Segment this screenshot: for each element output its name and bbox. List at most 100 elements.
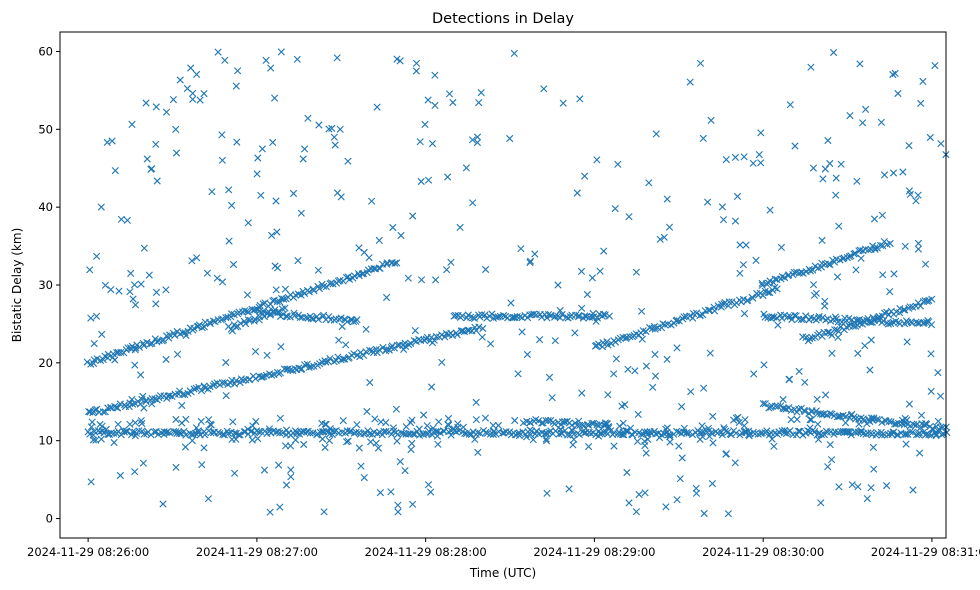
detection-point xyxy=(339,417,347,425)
detection-point xyxy=(274,308,282,316)
detection-point xyxy=(708,480,716,488)
detection-point xyxy=(192,424,200,432)
detection-point xyxy=(258,145,266,153)
detection-point xyxy=(683,429,691,437)
detection-point xyxy=(741,416,749,424)
detection-point xyxy=(864,429,872,437)
detection-point xyxy=(306,429,314,437)
detection-point xyxy=(755,151,763,159)
detection-point xyxy=(642,449,650,457)
detection-point xyxy=(293,428,301,436)
detection-point xyxy=(869,443,877,451)
detection-point xyxy=(475,99,483,107)
detection-point xyxy=(116,471,124,480)
detection-point xyxy=(894,419,903,427)
detection-point xyxy=(240,428,248,436)
detection-point xyxy=(262,56,270,64)
detection-point xyxy=(451,311,460,319)
detection-point xyxy=(391,259,399,267)
detection-point xyxy=(169,329,177,337)
detection-point xyxy=(114,420,122,428)
detection-point xyxy=(355,444,363,452)
detection-point xyxy=(934,417,942,425)
detection-point xyxy=(662,503,670,511)
detection-point xyxy=(757,129,765,137)
detection-point xyxy=(178,419,186,427)
detection-point xyxy=(700,509,708,518)
detection-point xyxy=(826,261,834,269)
detection-point xyxy=(908,319,916,327)
detection-point xyxy=(355,244,363,252)
detection-point xyxy=(372,439,380,447)
detection-point xyxy=(330,358,338,366)
detection-point xyxy=(235,431,243,439)
detection-point xyxy=(297,209,305,217)
detection-point xyxy=(867,336,875,344)
detection-point xyxy=(938,431,946,439)
detection-point xyxy=(454,423,462,431)
detection-point xyxy=(799,333,807,341)
detection-point xyxy=(428,339,437,347)
detection-point xyxy=(131,419,139,427)
detection-point xyxy=(828,349,836,357)
detection-point xyxy=(655,434,664,442)
detection-point xyxy=(343,438,351,446)
detection-point xyxy=(828,331,836,339)
detection-point xyxy=(376,489,384,497)
detection-point xyxy=(89,436,97,444)
detection-point xyxy=(416,138,424,146)
detection-point xyxy=(160,428,168,436)
detection-point xyxy=(886,288,894,296)
detection-point xyxy=(781,426,789,434)
detection-point xyxy=(863,495,871,503)
detection-point xyxy=(595,340,603,348)
detection-point xyxy=(500,311,508,320)
detection-point xyxy=(538,419,546,427)
detection-point xyxy=(905,142,913,150)
detection-point xyxy=(470,314,479,322)
detection-point xyxy=(850,250,858,258)
detection-point xyxy=(126,420,134,428)
detection-point xyxy=(138,419,146,428)
detection-point xyxy=(758,281,766,289)
detection-point xyxy=(832,191,840,199)
detection-point xyxy=(143,155,151,163)
detection-point xyxy=(423,422,431,430)
detection-point xyxy=(870,215,879,223)
detection-point xyxy=(731,153,739,161)
detection-point xyxy=(467,313,475,321)
detection-point xyxy=(526,257,535,265)
detection-point xyxy=(244,425,252,433)
detection-point xyxy=(196,96,204,104)
detection-point xyxy=(692,489,701,497)
detection-point xyxy=(577,267,586,275)
detection-point xyxy=(318,419,326,427)
y-tick-label: 50 xyxy=(38,122,53,136)
y-tick-label: 40 xyxy=(38,200,53,214)
detection-point xyxy=(833,273,842,281)
detection-point xyxy=(106,404,114,412)
detection-point xyxy=(198,324,206,332)
detection-point xyxy=(205,416,213,424)
detection-point xyxy=(810,291,819,299)
detection-point xyxy=(545,373,554,381)
detection-point xyxy=(599,310,608,318)
detection-point xyxy=(651,350,659,358)
detection-point xyxy=(408,439,416,447)
detection-point xyxy=(131,301,140,309)
detection-point xyxy=(474,429,482,437)
detection-point xyxy=(281,285,289,293)
detection-point xyxy=(320,311,328,319)
detection-point xyxy=(417,276,426,284)
detection-point xyxy=(494,313,502,321)
detection-point xyxy=(749,294,757,302)
detection-point xyxy=(656,235,664,243)
y-axis-label: Bistatic Delay (km) xyxy=(10,228,24,343)
detection-point xyxy=(481,414,489,422)
detection-point xyxy=(490,427,498,435)
detection-point xyxy=(131,468,139,476)
detection-point xyxy=(724,510,732,518)
detection-point xyxy=(673,344,681,352)
detection-point xyxy=(542,435,550,443)
